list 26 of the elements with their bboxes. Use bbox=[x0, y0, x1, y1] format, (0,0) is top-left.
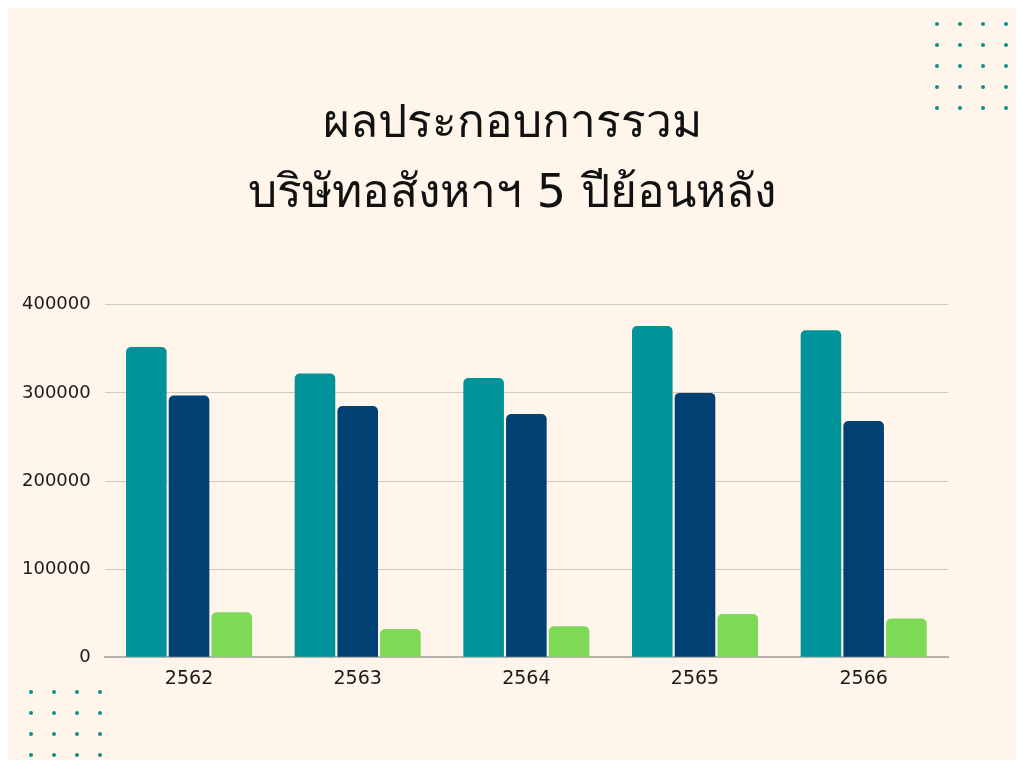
bar bbox=[126, 347, 167, 657]
bar bbox=[380, 629, 421, 657]
y-tick-label: 0 bbox=[79, 644, 91, 666]
x-tick-label: 2563 bbox=[333, 665, 382, 688]
bar bbox=[800, 330, 842, 657]
x-tick-label: 2566 bbox=[839, 665, 888, 688]
x-tick-label: 2565 bbox=[670, 665, 720, 688]
bar bbox=[674, 392, 716, 657]
bar bbox=[631, 325, 673, 657]
y-tick-label: 100000 bbox=[21, 556, 91, 578]
bar bbox=[463, 377, 504, 657]
x-tick-label: 2562 bbox=[164, 665, 214, 688]
bar bbox=[843, 421, 884, 657]
x-tick-label: 2564 bbox=[502, 665, 551, 688]
bar bbox=[294, 373, 336, 657]
bar bbox=[211, 612, 253, 657]
bar bbox=[506, 414, 547, 657]
chart-title: ผลประกอบการรวม บริษัทอสังหาฯ 5 ปีย้อนหลัง bbox=[247, 93, 777, 220]
bar bbox=[886, 618, 927, 657]
bar bbox=[548, 626, 590, 657]
bar bbox=[168, 395, 210, 657]
y-tick-label: 200000 bbox=[21, 468, 91, 490]
y-tick-label: 400000 bbox=[21, 292, 91, 314]
bar bbox=[337, 406, 378, 657]
y-tick-label: 300000 bbox=[21, 380, 91, 402]
bar bbox=[717, 614, 759, 657]
